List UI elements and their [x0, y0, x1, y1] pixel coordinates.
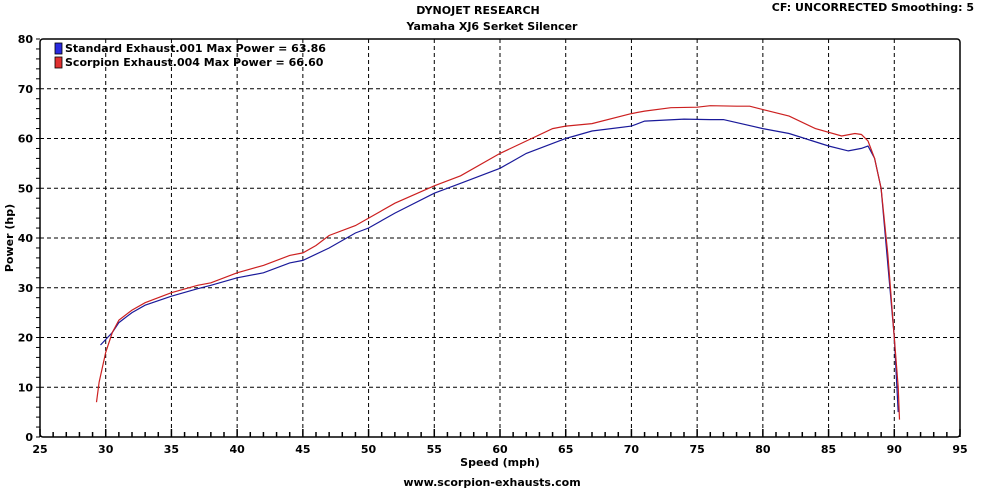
- x-tick-label: 85: [821, 443, 836, 456]
- y-tick-label: 20: [18, 332, 34, 345]
- y-tick-label: 80: [18, 33, 34, 46]
- x-tick-label: 70: [624, 443, 640, 456]
- x-tick-label: 30: [98, 443, 114, 456]
- y-tick-label: 0: [25, 431, 33, 444]
- x-tick-label: 95: [952, 443, 967, 456]
- correction-info: CF: UNCORRECTED Smoothing: 5: [772, 1, 974, 14]
- x-tick-label: 35: [164, 443, 179, 456]
- legend-swatch: [55, 43, 62, 54]
- legend-swatch: [55, 57, 62, 68]
- chart-subtitle: Yamaha XJ6 Serket Silencer: [406, 20, 579, 33]
- x-tick-label: 45: [295, 443, 310, 456]
- footer-url: www.scorpion-exhausts.com: [403, 476, 580, 489]
- y-tick-label: 70: [18, 83, 34, 96]
- y-tick-label: 50: [18, 182, 34, 195]
- legend-entry: Scorpion Exhaust.004 Max Power = 66.60: [65, 56, 324, 69]
- y-tick-label: 40: [18, 232, 34, 245]
- x-tick-label: 75: [689, 443, 704, 456]
- x-tick-label: 90: [887, 443, 903, 456]
- y-tick-label: 30: [18, 282, 34, 295]
- x-tick-label: 80: [755, 443, 771, 456]
- legend-entry: Standard Exhaust.001 Max Power = 63.86: [65, 42, 326, 55]
- x-tick-label: 65: [558, 443, 573, 456]
- y-tick-label: 10: [18, 381, 34, 394]
- chart-title: DYNOJET RESEARCH: [416, 4, 539, 17]
- x-tick-label: 60: [492, 443, 508, 456]
- x-tick-label: 25: [32, 443, 47, 456]
- y-axis-label: Power (hp): [3, 204, 16, 272]
- x-axis-label: Speed (mph): [460, 456, 540, 469]
- x-tick-label: 40: [229, 443, 245, 456]
- x-tick-label: 50: [361, 443, 377, 456]
- x-tick-label: 55: [427, 443, 442, 456]
- y-tick-label: 60: [18, 133, 34, 146]
